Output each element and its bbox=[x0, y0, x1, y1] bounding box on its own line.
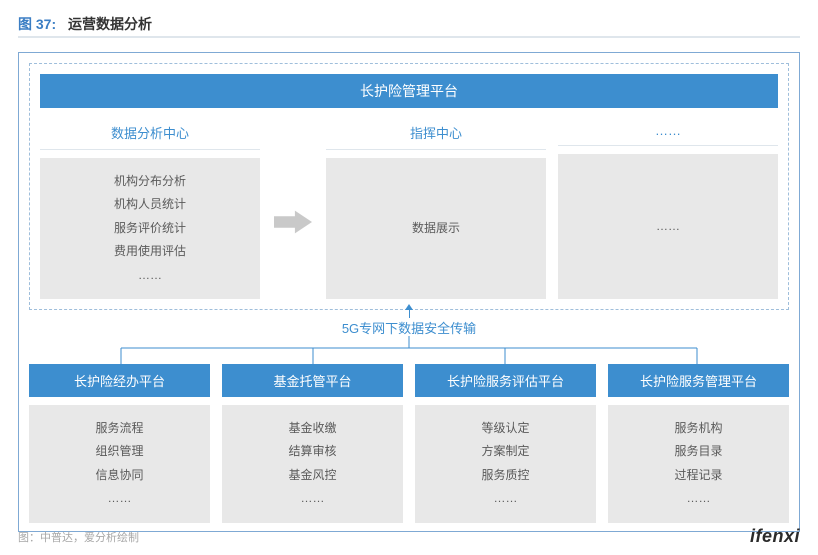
connector-lines bbox=[29, 336, 789, 364]
list-item: …… bbox=[35, 487, 204, 510]
top-section: 长护险管理平台 数据分析中心 机构分布分析 机构人员统计 服务评价统计 费用使用… bbox=[29, 63, 789, 310]
bottom-col-1: 长护险经办平台 服务流程 组织管理 信息协同 …… bbox=[29, 364, 210, 523]
top-col-3-header: …… bbox=[558, 116, 778, 146]
arrow-right-cell bbox=[272, 146, 314, 299]
bottom-col-4-body: 服务机构 服务目录 过程记录 …… bbox=[608, 405, 789, 523]
top-col-1-body: 机构分布分析 机构人员统计 服务评价统计 费用使用评估 …… bbox=[40, 158, 260, 299]
top-col-2: 指挥中心 数据展示 bbox=[326, 116, 546, 299]
top-col-2-body: 数据展示 bbox=[326, 158, 546, 299]
list-item: 结算审核 bbox=[228, 440, 397, 463]
bottom-col-2-header: 基金托管平台 bbox=[222, 364, 403, 397]
figure-prefix: 图 37: bbox=[18, 16, 56, 32]
bottom-col-4: 长护险服务管理平台 服务机构 服务目录 过程记录 …… bbox=[608, 364, 789, 523]
list-item: 机构分布分析 bbox=[46, 170, 254, 193]
list-item: 服务流程 bbox=[35, 417, 204, 440]
list-item: 方案制定 bbox=[421, 440, 590, 463]
list-item: 服务评价统计 bbox=[46, 217, 254, 240]
arrow-right-icon bbox=[274, 208, 312, 236]
list-item: 数据展示 bbox=[332, 217, 540, 240]
list-item: …… bbox=[228, 487, 397, 510]
top-col-1: 数据分析中心 机构分布分析 机构人员统计 服务评价统计 费用使用评估 …… bbox=[40, 116, 260, 299]
bottom-col-3: 长护险服务评估平台 等级认定 方案制定 服务质控 …… bbox=[415, 364, 596, 523]
list-item: 机构人员统计 bbox=[46, 193, 254, 216]
bottom-row: 长护险经办平台 服务流程 组织管理 信息协同 …… 基金托管平台 基金收缴 结算… bbox=[29, 364, 789, 523]
title-underline bbox=[18, 36, 800, 38]
list-item: 基金收缴 bbox=[228, 417, 397, 440]
bottom-col-4-header: 长护险服务管理平台 bbox=[608, 364, 789, 397]
top-row: 数据分析中心 机构分布分析 机构人员统计 服务评价统计 费用使用评估 …… 指挥… bbox=[40, 116, 778, 299]
bottom-col-2: 基金托管平台 基金收缴 结算审核 基金风控 …… bbox=[222, 364, 403, 523]
list-item: …… bbox=[421, 487, 590, 510]
top-col-3-body: …… bbox=[558, 154, 778, 299]
bottom-col-1-header: 长护险经办平台 bbox=[29, 364, 210, 397]
list-item: 基金风控 bbox=[228, 464, 397, 487]
top-col-2-header: 指挥中心 bbox=[326, 116, 546, 150]
list-item: 信息协同 bbox=[35, 464, 204, 487]
top-col-1-header: 数据分析中心 bbox=[40, 116, 260, 150]
bottom-col-3-header: 长护险服务评估平台 bbox=[415, 364, 596, 397]
figure-title: 图 37: 运营数据分析 bbox=[18, 14, 800, 34]
bottom-col-2-body: 基金收缴 结算审核 基金风控 …… bbox=[222, 405, 403, 523]
figure-title-zh: 运营数据分析 bbox=[68, 16, 152, 32]
top-col-3: …… …… bbox=[558, 116, 778, 299]
brand-logo: ifenxi bbox=[750, 526, 800, 547]
bottom-col-1-body: 服务流程 组织管理 信息协同 …… bbox=[29, 405, 210, 523]
mid-section: 5G专网下数据安全传输 bbox=[29, 310, 789, 364]
list-item: …… bbox=[564, 215, 772, 238]
footer-source: 图：中普达，爱分析绘制 bbox=[18, 529, 139, 545]
list-item: 费用使用评估 bbox=[46, 240, 254, 263]
list-item: 等级认定 bbox=[421, 417, 590, 440]
list-item: 服务机构 bbox=[614, 417, 783, 440]
diagram-frame: 长护险管理平台 数据分析中心 机构分布分析 机构人员统计 服务评价统计 费用使用… bbox=[18, 52, 800, 532]
list-item: 过程记录 bbox=[614, 464, 783, 487]
list-item: 服务目录 bbox=[614, 440, 783, 463]
mid-label: 5G专网下数据安全传输 bbox=[338, 318, 480, 337]
list-item: …… bbox=[614, 487, 783, 510]
list-item: …… bbox=[46, 264, 254, 287]
list-item: 组织管理 bbox=[35, 440, 204, 463]
bottom-col-3-body: 等级认定 方案制定 服务质控 …… bbox=[415, 405, 596, 523]
list-item: 服务质控 bbox=[421, 464, 590, 487]
top-banner: 长护险管理平台 bbox=[40, 74, 778, 108]
